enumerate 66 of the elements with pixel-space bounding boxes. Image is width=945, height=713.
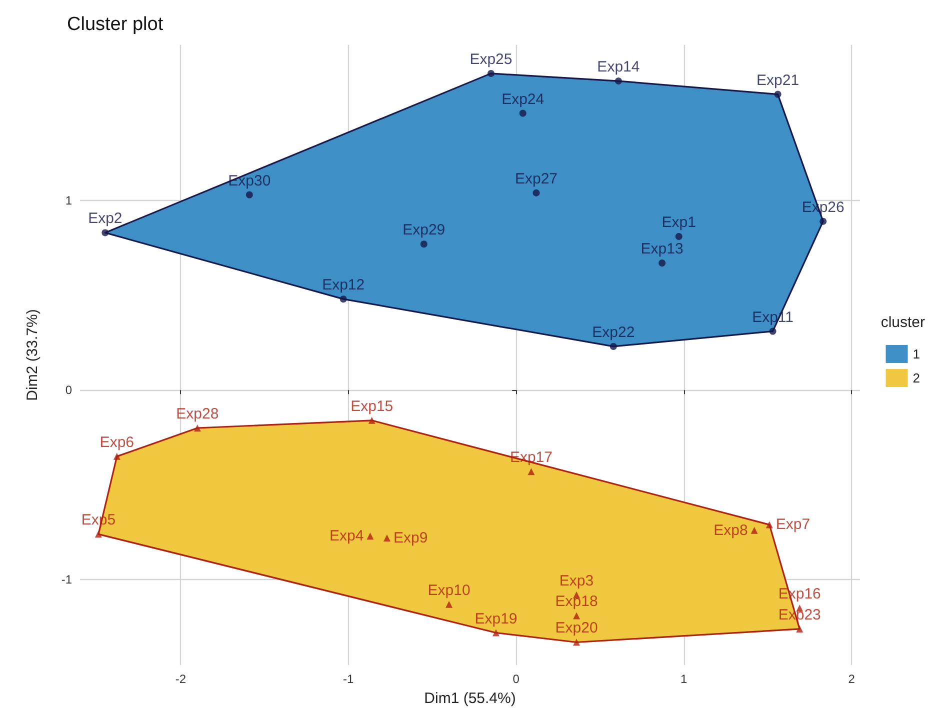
data-label: Exp3	[559, 572, 594, 590]
data-label: Exp6	[100, 434, 134, 451]
legend-label: 1	[912, 346, 920, 362]
point	[796, 625, 804, 632]
point	[528, 468, 535, 476]
point	[366, 532, 374, 540]
point	[446, 600, 453, 608]
point	[492, 629, 500, 636]
data-label: Exp18	[555, 593, 598, 610]
data-label: Exp10	[428, 582, 470, 599]
y-tick-label: 1	[65, 193, 72, 208]
data-label: Exp27	[514, 170, 558, 188]
point	[573, 638, 580, 646]
data-label: Exp24	[502, 90, 544, 108]
point	[614, 78, 622, 85]
point	[113, 452, 120, 460]
data-label: Exp19	[474, 610, 518, 628]
point	[383, 534, 390, 542]
data-label: Exp21	[756, 72, 800, 89]
y-axis-title: Dim2 (33.7%)	[24, 309, 41, 401]
point	[94, 530, 102, 538]
point	[769, 328, 776, 335]
data-label: Exp28	[176, 405, 219, 422]
chart-title: Cluster plot	[67, 14, 164, 35]
data-label: Exp13	[640, 240, 684, 258]
point	[368, 416, 376, 424]
data-label: Exp15	[350, 398, 394, 415]
point	[102, 229, 109, 236]
point	[340, 296, 347, 303]
data-label: Exp14	[597, 58, 640, 76]
legend-title: cluster	[880, 314, 926, 331]
point	[420, 240, 428, 248]
x-tick-label: 0	[512, 672, 520, 686]
data-label: Exp8	[714, 522, 748, 539]
data-label: Exp29	[402, 222, 446, 239]
point	[658, 260, 666, 267]
point	[532, 189, 540, 196]
x-tick-label: 2	[848, 672, 856, 686]
legend-label: 2	[912, 370, 920, 386]
point	[246, 191, 253, 198]
x-tick-label: -2	[175, 672, 186, 686]
data-label: Exp12	[322, 276, 365, 294]
point	[766, 521, 773, 528]
point	[774, 90, 782, 98]
x-axis-title: Dim1 (55.4%)	[424, 690, 516, 707]
point	[519, 110, 526, 117]
point	[610, 342, 617, 350]
x-tick-label: -1	[343, 672, 354, 686]
data-label: Exp30	[228, 172, 271, 190]
y-tick-label: -1	[61, 572, 72, 587]
data-label: Exp7	[776, 516, 810, 534]
point	[820, 218, 827, 225]
data-label: Exp20	[555, 620, 598, 637]
data-label: Exp1	[662, 214, 696, 231]
x-tick-label: 1	[680, 672, 688, 686]
point	[573, 612, 580, 620]
point	[675, 233, 682, 240]
y-tick-label: 0	[65, 383, 72, 398]
data-label: Exp22	[592, 324, 635, 341]
point	[194, 424, 201, 432]
data-label: Exp2	[88, 210, 122, 228]
data-label: Exp9	[393, 529, 428, 546]
point	[487, 70, 494, 77]
data-label: Exp4	[329, 528, 364, 545]
point	[750, 526, 758, 534]
data-label: Exp25	[470, 50, 512, 68]
